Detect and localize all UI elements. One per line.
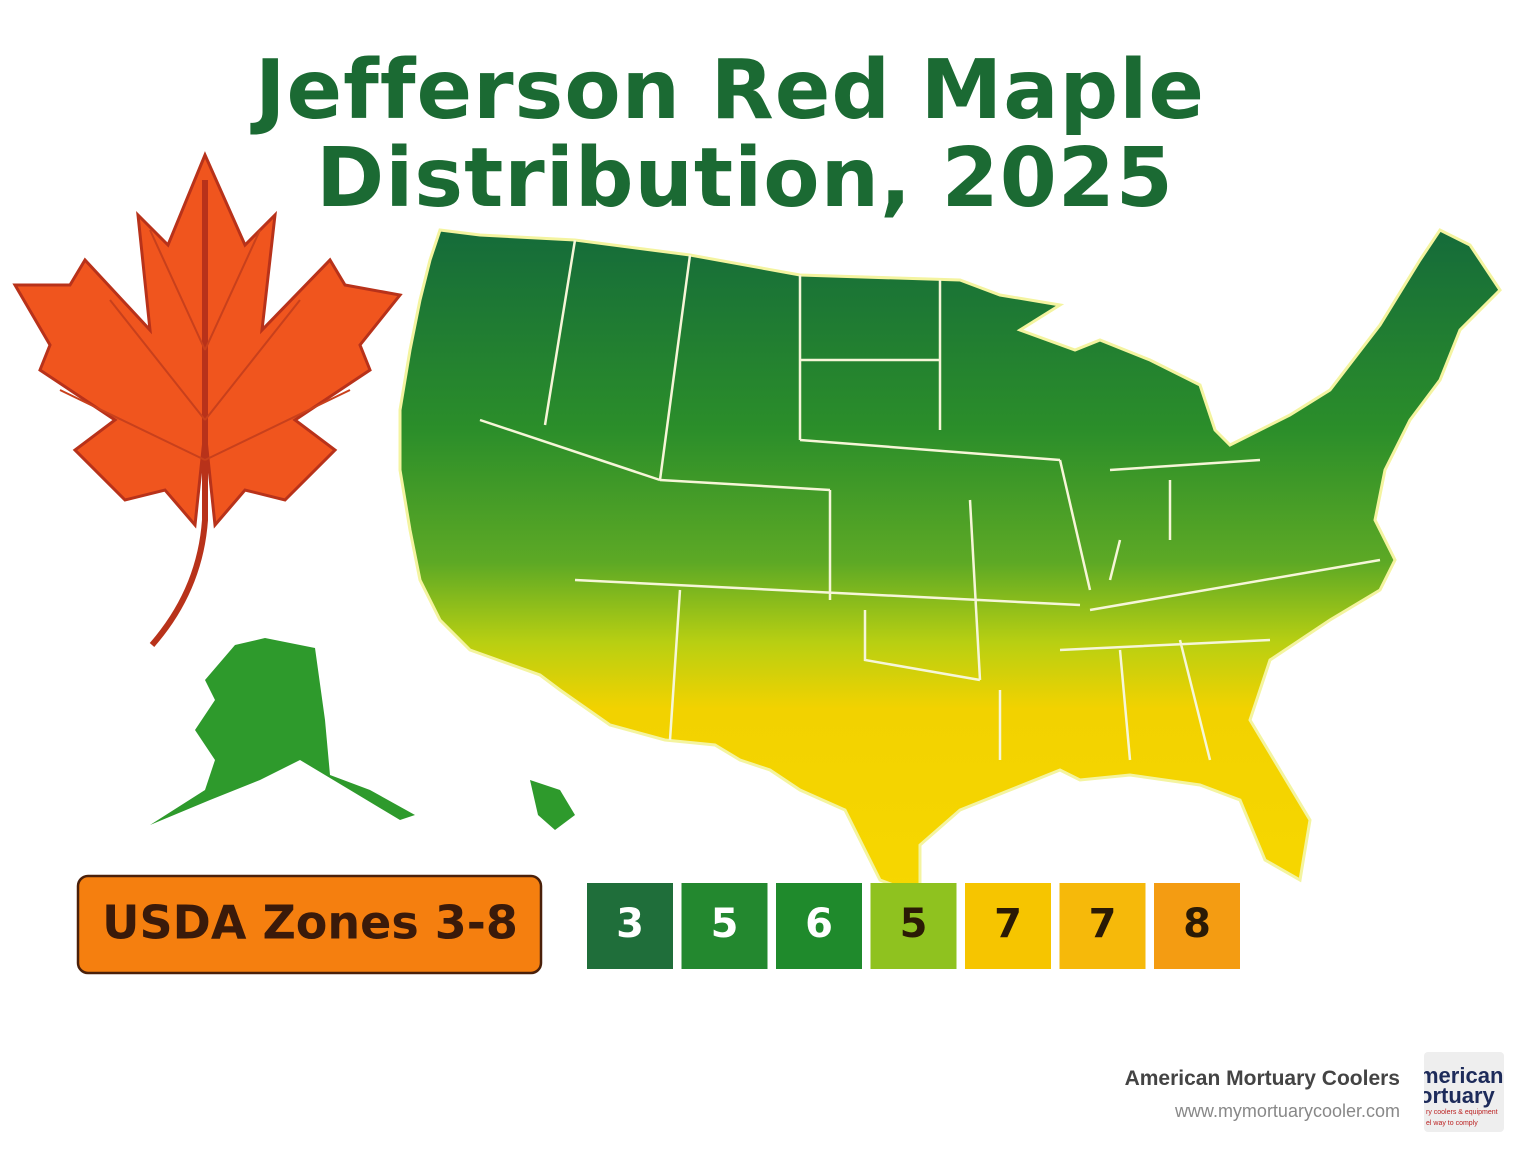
logo-text: ortuary [1419,1083,1496,1108]
title-line: Jefferson Red Maple [250,43,1205,138]
zone-label: 5 [711,901,739,947]
zone-swatch [587,883,673,969]
alaska [150,638,415,825]
zone-label: 3 [616,901,644,947]
zone-label: 5 [900,901,928,947]
state-borders [479,239,1381,761]
zone-swatch [776,883,862,969]
zone-swatch [965,883,1051,969]
zone-swatch [681,883,768,969]
zone-swatch [1059,883,1146,969]
zone-swatch [870,883,957,969]
logo-text: el way to comply [1426,1120,1478,1127]
zone-label: 7 [994,901,1022,947]
zone-swatch [1154,883,1240,969]
logo-text: ry coolers & equipment [1426,1109,1498,1116]
hawaii [530,780,575,830]
badge [76,874,543,975]
badge-label: USDA Zones 3-8 [102,896,518,950]
zone-label: 8 [1183,901,1211,947]
zone-label: 6 [805,901,833,947]
zone-legend: 3 5 6 5 7 7 8 [587,883,1240,969]
company-url: www.mymortuarycooler.com [1174,1101,1400,1121]
company-name: American Mortuary Coolers [1125,1067,1400,1090]
title-line: Distribution, 2025 [316,131,1174,226]
logo-text: merican [1419,1063,1503,1088]
maple-leaf [12,151,403,647]
us-map [398,228,1502,898]
zone-label: 7 [1089,901,1117,947]
logo-box [1424,1052,1504,1132]
